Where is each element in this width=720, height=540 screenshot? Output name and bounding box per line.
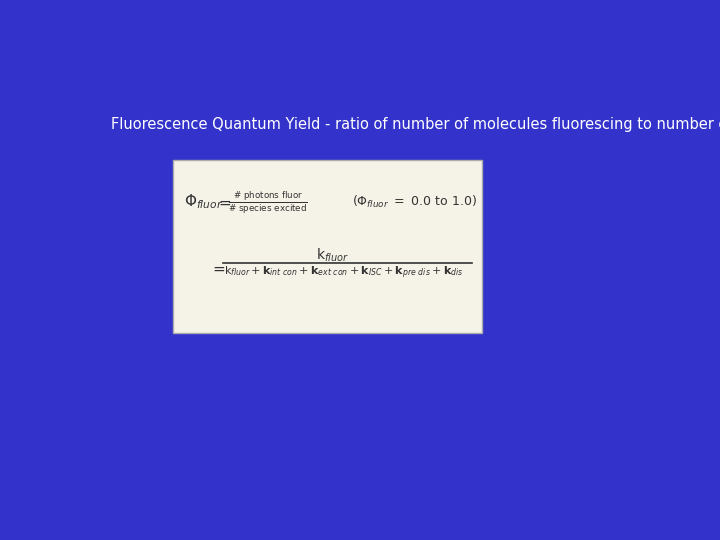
Text: $=$: $=$ — [215, 194, 232, 210]
Text: $(\Phi_{fluor}\ =\ 0.0\ \mathrm{to}\ 1.0)$: $(\Phi_{fluor}\ =\ 0.0\ \mathrm{to}\ 1.0… — [352, 194, 477, 210]
Text: $\frac{\#\ \mathrm{photons\ fluor}}{\#\ \mathrm{species\ excited}}$: $\frac{\#\ \mathrm{photons\ fluor}}{\#\ … — [228, 189, 307, 215]
Text: $\Phi_{fluor}$: $\Phi_{fluor}$ — [184, 193, 223, 211]
Text: $\mathrm{k}_{fluor}+\mathbf{k}_{int\ con}+\mathbf{k}_{ext\ con}+\mathbf{k}_{ISC}: $\mathrm{k}_{fluor}+\mathbf{k}_{int\ con… — [224, 265, 464, 281]
Text: $=$: $=$ — [210, 261, 226, 276]
FancyBboxPatch shape — [173, 160, 482, 333]
Text: $\mathrm{k}_{fluor}$: $\mathrm{k}_{fluor}$ — [316, 246, 349, 264]
Text: Fluorescence Quantum Yield - ratio of number of molecules fluorescing to number : Fluorescence Quantum Yield - ratio of nu… — [111, 117, 720, 132]
